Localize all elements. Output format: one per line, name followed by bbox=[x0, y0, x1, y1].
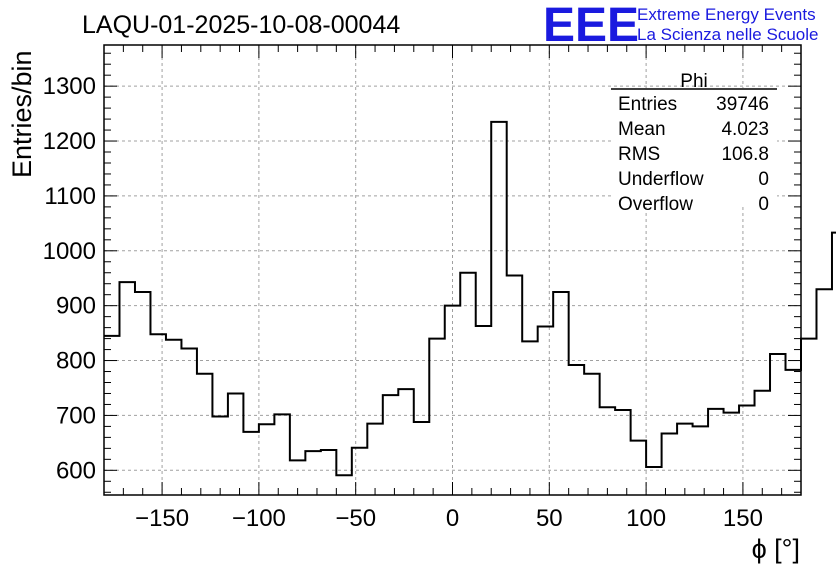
x-tick-labels: −150 −100 −50 0 50 100 150 bbox=[135, 505, 763, 532]
y-tick-label: 1200 bbox=[43, 128, 96, 155]
x-tick-label: 0 bbox=[446, 505, 459, 532]
chart-title: LAQU-01-2025-10-08-00044 bbox=[82, 11, 400, 39]
stats-label: Entries bbox=[618, 94, 677, 115]
stats-label: RMS bbox=[618, 144, 660, 165]
y-tick-label: 600 bbox=[56, 457, 96, 484]
stats-value: 106.8 bbox=[721, 144, 769, 165]
x-tick-label: −150 bbox=[135, 505, 189, 532]
x-tick-label: −100 bbox=[232, 505, 286, 532]
x-tick-label: 150 bbox=[723, 505, 763, 532]
y-tick-labels: 600 700 800 900 1000 1100 1200 1300 bbox=[43, 73, 96, 484]
stats-label: Mean bbox=[618, 119, 666, 140]
eee-logo-line2: La Scienza nelle Scuole bbox=[637, 25, 818, 44]
stats-box-background bbox=[611, 88, 777, 206]
eee-logo-mark: EEE bbox=[543, 0, 639, 52]
y-tick-label: 800 bbox=[56, 348, 96, 375]
y-axis-label: Entries/bin bbox=[7, 50, 37, 178]
y-tick-label: 1300 bbox=[43, 73, 96, 100]
y-tick-label: 700 bbox=[56, 402, 96, 429]
axis-ticks bbox=[103, 45, 802, 495]
stats-title: Phi bbox=[680, 71, 707, 92]
stats-value: 39746 bbox=[716, 94, 769, 115]
histogram-step-line bbox=[104, 120, 836, 477]
y-tick-label: 1100 bbox=[44, 183, 96, 210]
x-tick-label: 50 bbox=[536, 505, 563, 532]
x-tick-label: −50 bbox=[335, 505, 376, 532]
stats-label: Overflow bbox=[618, 194, 693, 215]
y-tick-label: 900 bbox=[56, 293, 96, 320]
stats-value: 4.023 bbox=[721, 119, 769, 140]
stats-label: Underflow bbox=[618, 169, 704, 190]
x-tick-label: 100 bbox=[626, 505, 666, 532]
y-tick-label: 1000 bbox=[43, 238, 96, 265]
eee-logo: EEE Extreme Energy Events La Scienza nel… bbox=[543, 0, 818, 52]
stats-value: 0 bbox=[758, 169, 769, 190]
stats-value: 0 bbox=[758, 194, 769, 215]
x-axis-label: ϕ [°] bbox=[752, 534, 800, 564]
eee-logo-line1: Extreme Energy Events bbox=[637, 5, 816, 24]
